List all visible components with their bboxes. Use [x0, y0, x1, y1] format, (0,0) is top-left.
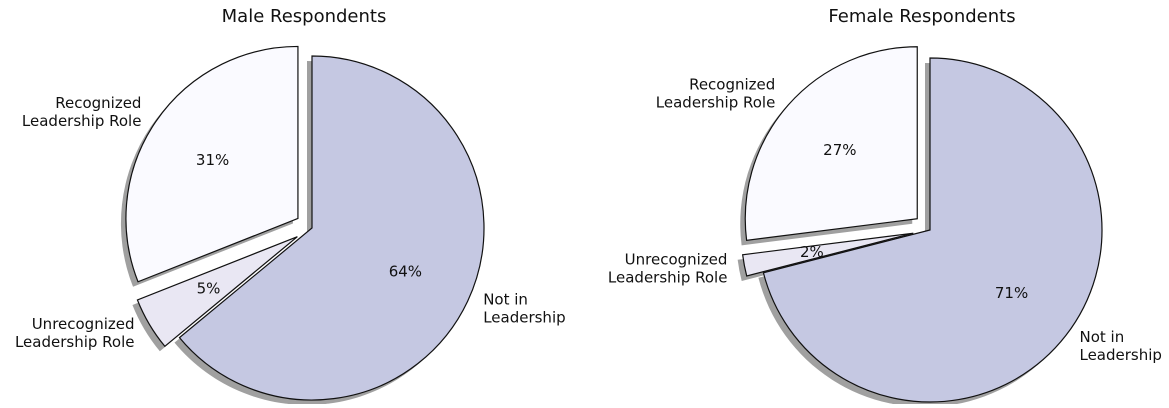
chart-title: Male Respondents: [222, 6, 387, 27]
category-label: Recognized Leadership Role: [22, 94, 142, 130]
wedge: [744, 46, 918, 241]
wedge: [178, 55, 485, 401]
category-label: Recognized Leadership Role: [656, 75, 776, 111]
category-label: Unrecognized Leadership Role: [608, 250, 728, 286]
category-label: Not in Leadership: [483, 290, 565, 326]
category-label: Unrecognized Leadership Role: [15, 314, 135, 350]
wedge: [741, 232, 914, 277]
value-label: 2%: [800, 243, 824, 261]
chart-title: Female Respondents: [828, 6, 1015, 27]
wedge: [762, 57, 1103, 403]
wedge: [136, 236, 298, 348]
category-label: Not in Leadership: [1079, 327, 1161, 363]
value-label: 64%: [389, 262, 422, 280]
value-label: 31%: [196, 151, 229, 169]
wedge: [125, 45, 299, 283]
value-label: 27%: [823, 141, 856, 159]
value-label: 71%: [995, 284, 1028, 302]
value-label: 5%: [197, 280, 221, 298]
